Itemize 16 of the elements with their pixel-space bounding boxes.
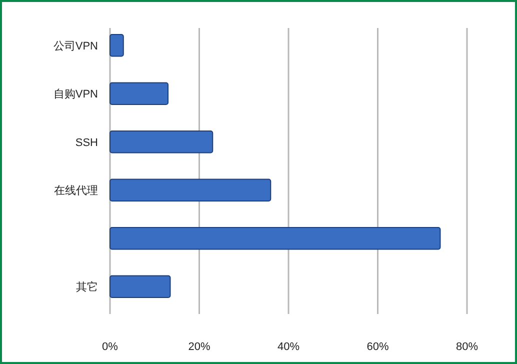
x-tick-label: 80% xyxy=(456,341,478,353)
bar xyxy=(110,178,272,202)
bar xyxy=(110,130,214,154)
bar xyxy=(110,227,441,250)
bar xyxy=(110,275,171,298)
y-tick-label: 公司VPN xyxy=(53,40,98,52)
x-tick-label: 0% xyxy=(102,341,118,353)
bar xyxy=(110,82,169,105)
y-tick-label: SSH xyxy=(75,136,98,149)
y-tick-label: 在线代理 xyxy=(54,184,98,198)
bar xyxy=(110,34,124,57)
y-tick-label: 其它 xyxy=(76,280,98,294)
x-tick-label: 60% xyxy=(366,341,389,353)
x-tick-label: 20% xyxy=(188,341,210,353)
x-tick-label: 40% xyxy=(277,341,300,353)
y-tick-label: 自购VPN xyxy=(53,88,98,101)
